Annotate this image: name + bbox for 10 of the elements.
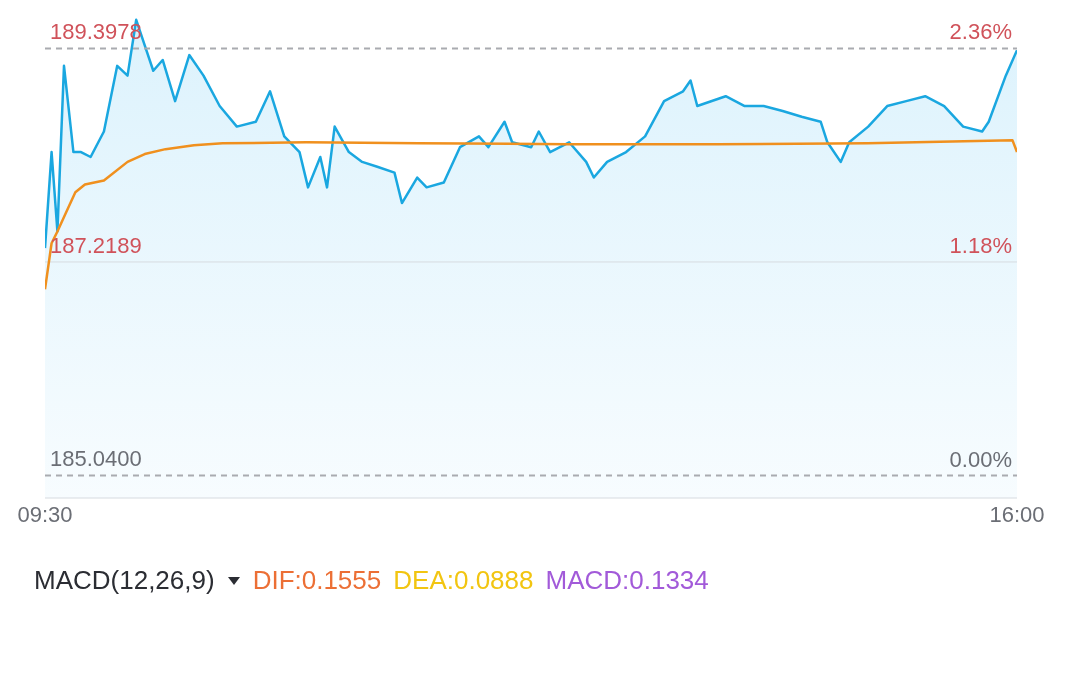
x-tick-label: 09:30 [17, 501, 73, 527]
text: MACD(12,26,9) [34, 565, 215, 596]
text: DEA:0.0888 [393, 565, 534, 596]
y2-tick-label: 1.18% [949, 232, 1012, 258]
y2-tick-label: 0.00% [949, 446, 1012, 472]
y-tick-label: 185.0400 [50, 446, 142, 472]
text: DIF:0.1555 [252, 565, 382, 596]
y2-tick-label: 2.36% [949, 18, 1012, 44]
text: MACD:0.1334 [545, 565, 709, 596]
x-tick-label: 16:00 [989, 501, 1045, 527]
